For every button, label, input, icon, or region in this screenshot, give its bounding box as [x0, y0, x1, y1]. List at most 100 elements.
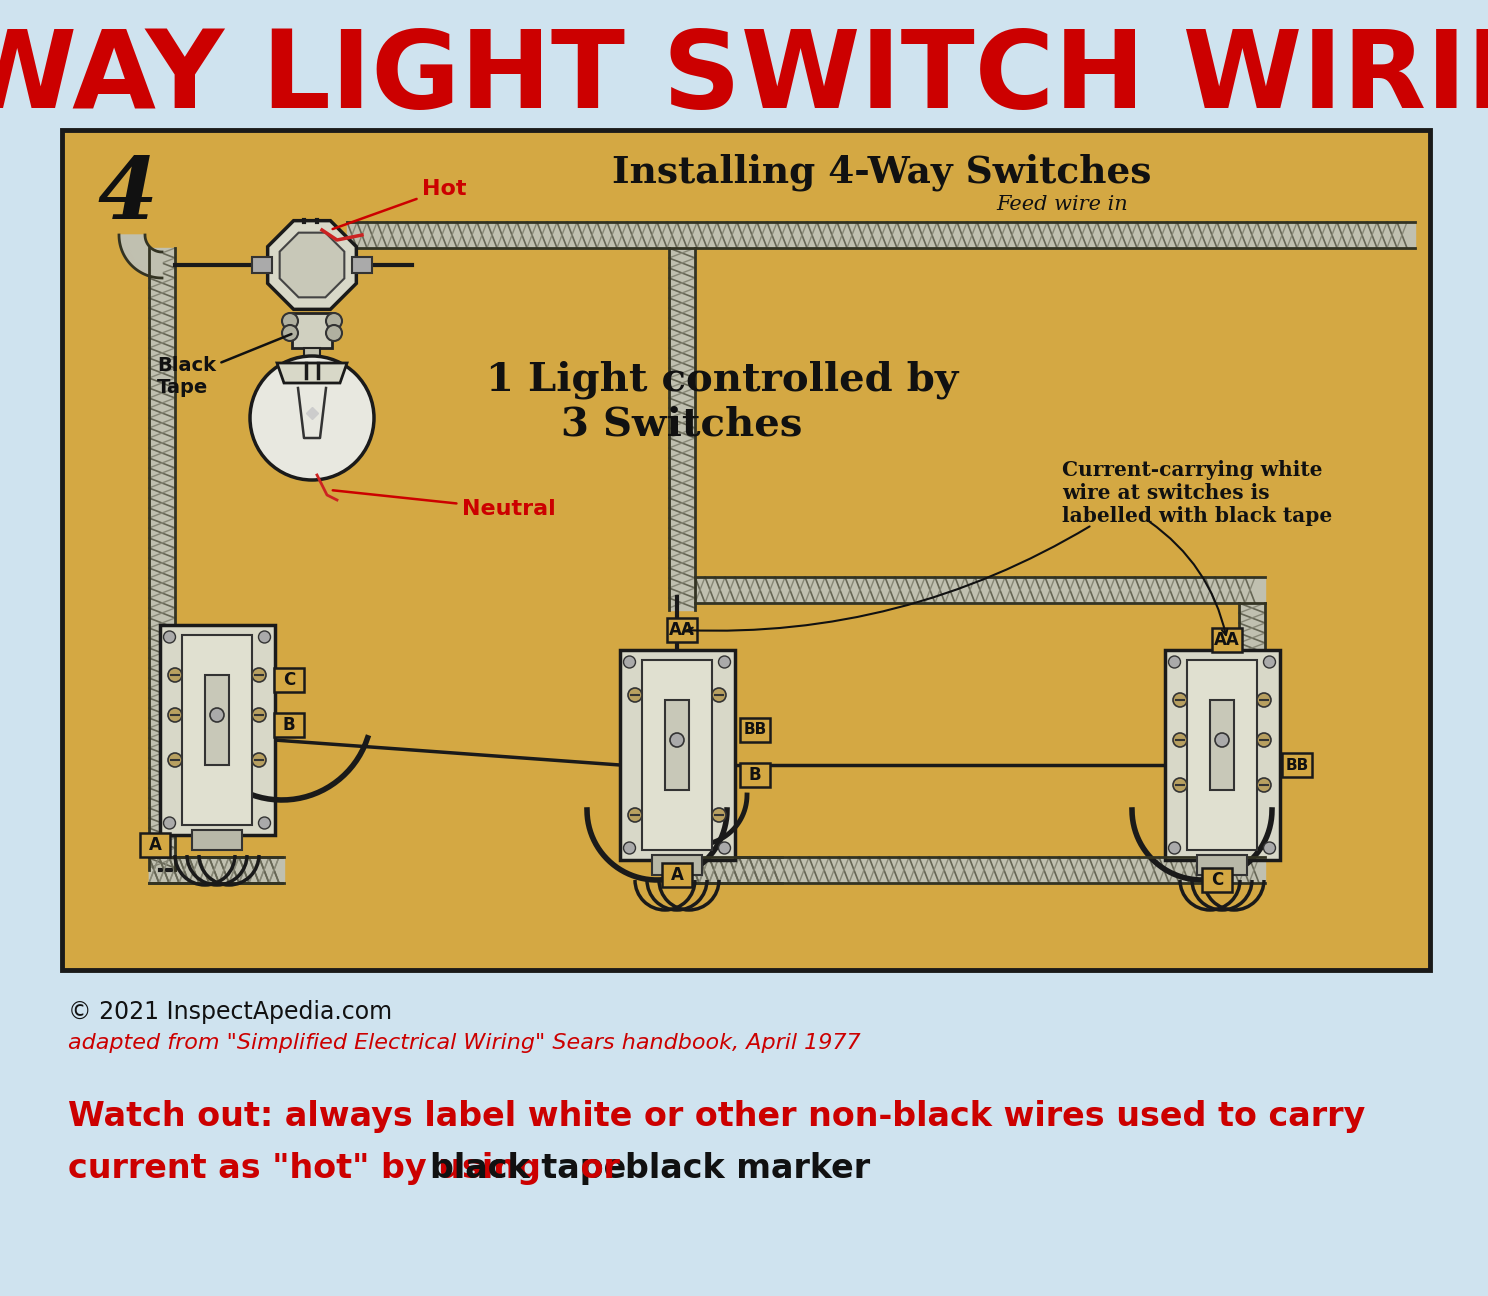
Text: Black
Tape: Black Tape: [158, 334, 292, 397]
FancyBboxPatch shape: [274, 667, 304, 692]
Bar: [192, 829, 243, 850]
Circle shape: [1168, 842, 1180, 854]
Text: 3 Switches: 3 Switches: [561, 406, 802, 445]
Polygon shape: [134, 248, 152, 268]
Text: 4: 4: [97, 153, 156, 237]
Polygon shape: [137, 249, 153, 271]
Circle shape: [1257, 778, 1271, 792]
Circle shape: [1263, 656, 1275, 667]
FancyBboxPatch shape: [667, 618, 696, 642]
Circle shape: [719, 656, 731, 667]
Text: A: A: [149, 836, 161, 854]
Bar: [251, 257, 272, 273]
Polygon shape: [150, 251, 158, 277]
Circle shape: [1173, 734, 1187, 746]
Polygon shape: [280, 233, 344, 297]
Polygon shape: [140, 250, 155, 273]
Text: black marker: black marker: [625, 1152, 870, 1185]
Text: Feed wire in: Feed wire in: [995, 196, 1128, 215]
FancyBboxPatch shape: [274, 713, 304, 737]
Circle shape: [1263, 842, 1275, 854]
Polygon shape: [122, 241, 147, 254]
Bar: [182, 635, 251, 826]
Circle shape: [1257, 693, 1271, 708]
Polygon shape: [147, 251, 156, 276]
Text: Current-carrying white
wire at switches is
labelled with black tape: Current-carrying white wire at switches …: [1062, 460, 1332, 526]
Text: BB: BB: [1286, 757, 1308, 772]
Bar: [1187, 660, 1257, 850]
Text: C: C: [283, 671, 295, 689]
Polygon shape: [128, 246, 149, 263]
FancyBboxPatch shape: [1283, 753, 1312, 778]
Circle shape: [1168, 656, 1180, 667]
Polygon shape: [268, 220, 356, 310]
Circle shape: [251, 708, 266, 722]
Polygon shape: [155, 251, 159, 277]
FancyBboxPatch shape: [1213, 629, 1242, 652]
Polygon shape: [277, 363, 347, 384]
Bar: [159, 625, 274, 835]
Circle shape: [623, 656, 635, 667]
Bar: [304, 349, 320, 378]
Text: B: B: [283, 715, 295, 734]
Text: © 2021 InspectApedia.com: © 2021 InspectApedia.com: [68, 1001, 393, 1024]
Text: BB: BB: [744, 722, 766, 737]
Circle shape: [623, 842, 635, 854]
Polygon shape: [119, 235, 144, 237]
Bar: [665, 700, 689, 791]
Polygon shape: [119, 236, 144, 238]
Polygon shape: [156, 251, 161, 277]
Circle shape: [259, 631, 271, 643]
Circle shape: [168, 708, 182, 722]
Polygon shape: [126, 245, 149, 260]
Circle shape: [711, 807, 726, 822]
Polygon shape: [121, 240, 146, 250]
Circle shape: [164, 816, 176, 829]
Text: adapted from "Simplified Electrical Wiring" Sears handbook, April 1977: adapted from "Simplified Electrical Wiri…: [68, 1033, 860, 1052]
Circle shape: [326, 314, 342, 329]
Circle shape: [210, 708, 225, 722]
Text: B: B: [748, 766, 762, 784]
Polygon shape: [143, 250, 155, 275]
Circle shape: [164, 631, 176, 643]
Circle shape: [283, 314, 298, 329]
Circle shape: [251, 753, 266, 767]
Bar: [353, 257, 372, 273]
Polygon shape: [119, 236, 146, 240]
Polygon shape: [119, 237, 146, 242]
Bar: [62, 130, 1430, 969]
Polygon shape: [125, 244, 147, 259]
Text: AA: AA: [1214, 631, 1240, 649]
Circle shape: [719, 842, 731, 854]
Polygon shape: [141, 250, 155, 273]
Text: Hot: Hot: [333, 179, 467, 229]
FancyBboxPatch shape: [140, 833, 170, 857]
Polygon shape: [146, 250, 156, 275]
Circle shape: [168, 753, 182, 767]
Circle shape: [1173, 778, 1187, 792]
FancyBboxPatch shape: [1202, 868, 1232, 892]
Text: or: or: [568, 1152, 631, 1185]
Circle shape: [1257, 734, 1271, 746]
Polygon shape: [135, 248, 152, 270]
Polygon shape: [129, 246, 150, 264]
Circle shape: [1173, 693, 1187, 708]
Polygon shape: [122, 241, 146, 251]
Polygon shape: [121, 238, 146, 245]
FancyBboxPatch shape: [740, 718, 769, 743]
Circle shape: [283, 325, 298, 341]
Polygon shape: [138, 249, 153, 272]
Circle shape: [259, 816, 271, 829]
FancyBboxPatch shape: [740, 763, 769, 787]
Text: 1 Light controlled by: 1 Light controlled by: [487, 360, 958, 399]
Text: current as "hot" by using: current as "hot" by using: [68, 1152, 552, 1185]
Polygon shape: [137, 249, 152, 271]
Text: Installing 4-Way Switches: Installing 4-Way Switches: [613, 153, 1152, 191]
Text: Watch out: always label white or other non-black wires used to carry: Watch out: always label white or other n…: [68, 1100, 1366, 1133]
Circle shape: [1216, 734, 1229, 746]
Polygon shape: [128, 245, 149, 262]
Circle shape: [168, 667, 182, 682]
Polygon shape: [125, 244, 147, 258]
Circle shape: [326, 325, 342, 341]
Text: 4-WAY LIGHT SWITCH WIRING: 4-WAY LIGHT SWITCH WIRING: [0, 25, 1488, 131]
